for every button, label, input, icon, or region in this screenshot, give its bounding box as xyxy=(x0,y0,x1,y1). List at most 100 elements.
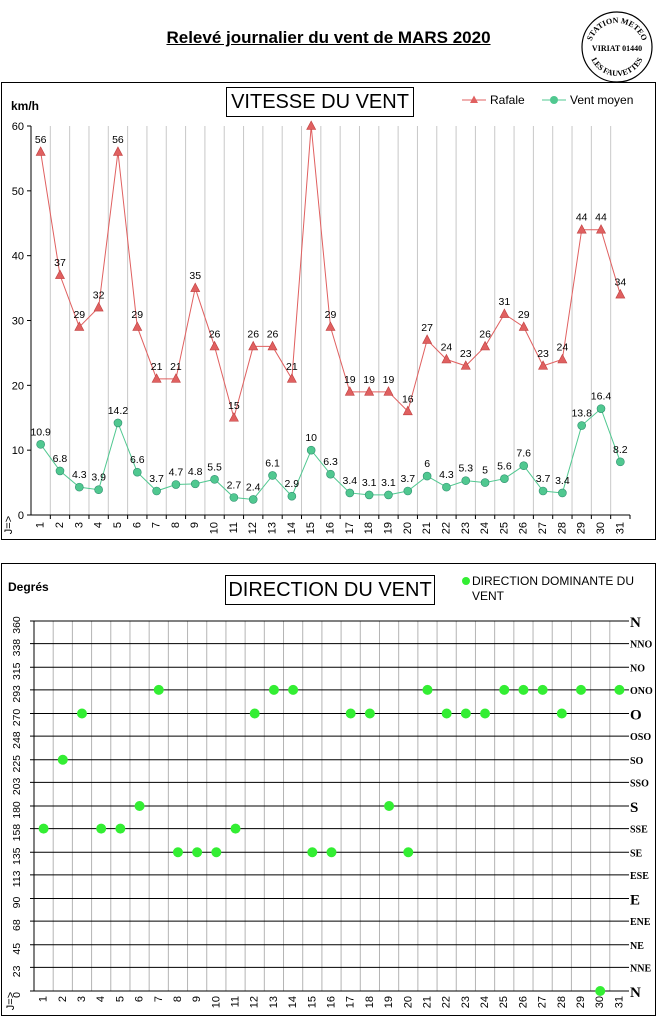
vent-moyen-point xyxy=(461,476,471,485)
x-tick-label: 27 xyxy=(537,522,549,534)
rafale-data-label: 15 xyxy=(228,400,240,412)
direction-label: ENE xyxy=(630,917,651,928)
rafale-data-label: 21 xyxy=(170,361,182,373)
direction-label: E xyxy=(630,893,640,909)
rafale-data-label: 44 xyxy=(595,212,607,224)
x-tick-label: 14 xyxy=(286,522,298,534)
direction-point xyxy=(230,823,241,834)
y-tick-label: 90 xyxy=(11,897,23,909)
x-tick-label: 2 xyxy=(57,996,69,1002)
x-tick-label: 15 xyxy=(305,522,317,534)
rafale-data-label: 29 xyxy=(325,309,337,321)
vent-moyen-point xyxy=(384,490,393,500)
vent-moyen-point xyxy=(403,486,413,496)
rafale-point xyxy=(344,386,355,396)
x-tick-label: 23 xyxy=(460,522,472,534)
y-tick-label: 50 xyxy=(12,186,24,198)
x-tick-label: 21 xyxy=(421,996,433,1008)
vent-moyen-data-label: 8.2 xyxy=(613,444,628,456)
x-tick-label: 6 xyxy=(131,522,143,528)
rafale-data-label: 26 xyxy=(267,328,279,340)
direction-label: SSO xyxy=(630,778,649,789)
x-tick-label: 7 xyxy=(153,996,165,1002)
direction-point xyxy=(480,708,491,719)
vent-moyen-point xyxy=(364,490,374,500)
vent-moyen-point xyxy=(229,493,239,502)
direction-chart-panel: 0 N 23 NNE 45 NE 68 ENE 90 E 113 ESE 135 SE 158 SSE 180 S… xyxy=(1,563,656,1016)
rafale-point xyxy=(35,146,46,156)
vent-moyen-data-label: 6.1 xyxy=(265,457,280,469)
x-tick-label: 1 xyxy=(38,996,50,1002)
rafale-point xyxy=(364,386,375,396)
vent-moyen-point xyxy=(616,457,625,467)
vent-moyen-point xyxy=(190,479,200,489)
direction-label: OSO xyxy=(630,732,651,743)
vent-moyen-point xyxy=(75,482,84,492)
vent-moyen-point xyxy=(519,461,529,471)
direction-point xyxy=(537,684,548,695)
x-tick-label: 8 xyxy=(172,996,184,1002)
vent-moyen-point xyxy=(558,488,567,498)
rafale-data-label: 16 xyxy=(402,393,414,405)
rafale-data-label: 24 xyxy=(441,341,453,353)
x-tick-label: 8 xyxy=(170,522,182,528)
vent-moyen-point xyxy=(345,488,355,498)
direction-point xyxy=(192,847,203,858)
vent-moyen-point xyxy=(152,486,161,496)
direction-label: NO xyxy=(630,663,645,674)
x-tick-label: 12 xyxy=(249,996,261,1008)
direction-point xyxy=(518,684,529,695)
x-tick-label: 4 xyxy=(93,522,105,528)
rafale-point xyxy=(54,269,65,279)
vent-moyen-data-label: 10 xyxy=(305,432,317,444)
y-tick-label: 23 xyxy=(11,965,23,977)
rafale-data-label: 32 xyxy=(93,290,105,302)
vent-moyen-data-label: 5.6 xyxy=(497,461,512,473)
direction-point xyxy=(441,708,452,719)
rafale-data-label: 23 xyxy=(460,348,472,360)
legend-direction-marker xyxy=(462,577,470,585)
legend-direction-label-line-1: DIRECTION DOMINANTE DU xyxy=(472,574,634,588)
direction-label: NNO xyxy=(630,640,652,651)
rafale-data-label: 34 xyxy=(614,277,626,289)
x-tick-label: 3 xyxy=(76,996,88,1002)
x-tick-label: 26 xyxy=(518,522,530,534)
direction-label: NE xyxy=(630,941,644,952)
vent-moyen-data-label: 3.4 xyxy=(343,475,358,487)
page-title: Relevé journalier du vent de MARS 2020 xyxy=(166,28,491,47)
rafale-data-label: 56 xyxy=(35,134,47,146)
vent-moyen-point xyxy=(480,478,490,487)
y-tick-label: 0 xyxy=(11,992,23,998)
vent-moyen-point xyxy=(326,469,335,479)
x-tick-label: 30 xyxy=(595,522,607,534)
vent-moyen-point xyxy=(596,404,606,413)
rafale-point xyxy=(170,373,181,383)
x-tick-label: 20 xyxy=(402,522,414,534)
x-tick-label: 15 xyxy=(306,996,318,1008)
rafale-point xyxy=(190,282,201,292)
x-tick-label: 5 xyxy=(114,996,126,1002)
x-tick-label: 19 xyxy=(382,522,394,534)
vent-moyen-data-label: 3.1 xyxy=(381,477,396,489)
direction-point xyxy=(345,708,356,719)
x-tick-label: 29 xyxy=(576,522,588,534)
x-tick-label: 31 xyxy=(613,996,625,1008)
x-tick-label: 9 xyxy=(189,522,201,528)
rafale-point xyxy=(441,353,452,364)
y-tick-label: 158 xyxy=(11,824,23,842)
x-tick-label: 13 xyxy=(267,522,279,534)
direction-chart-title: DIRECTION DU VENT xyxy=(225,575,435,605)
y-tick-label: 180 xyxy=(11,801,23,819)
rafale-point xyxy=(615,288,626,299)
y-tick-label: 225 xyxy=(11,755,23,773)
y-tick-label: 203 xyxy=(11,777,23,795)
direction-label: SSE xyxy=(630,825,648,836)
rafale-data-label: 24 xyxy=(557,341,569,353)
direction-point xyxy=(326,847,337,858)
vent-moyen-point xyxy=(210,475,219,484)
x-tick-label: 18 xyxy=(364,996,376,1008)
x-tick-label: 4 xyxy=(95,996,107,1002)
rafale-data-label: 29 xyxy=(131,309,143,321)
